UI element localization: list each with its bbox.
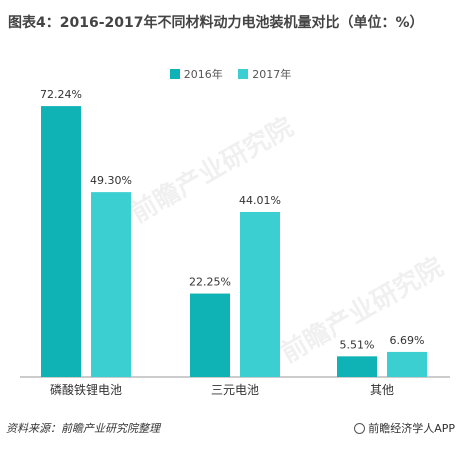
- source-text: 资料来源：前瞻产业研究院整理: [6, 422, 160, 435]
- legend-label-2016: 2016年: [183, 68, 223, 81]
- data-label: 44.01%: [239, 194, 281, 207]
- category-label: 其他: [370, 383, 394, 397]
- category-label: 磷酸铁锂电池: [50, 382, 122, 397]
- legend-label-2017: 2017年: [252, 68, 292, 81]
- bar-2016年-其他: [337, 356, 377, 377]
- legend-swatch-2017: [238, 69, 249, 79]
- brand-logo-icon: [354, 423, 366, 434]
- brand-text: 前瞻经济学人APP: [368, 422, 455, 435]
- footer: 资料来源：前瞻产业研究院整理 前瞻经济学人APP: [6, 420, 455, 436]
- legend: 2016年 2017年: [0, 66, 461, 82]
- legend-item-2016: 2016年: [169, 66, 223, 82]
- data-label: 49.30%: [90, 174, 132, 187]
- chart-title: 图表4：2016-2017年不同材料动力电池装机量对比（单位：%）: [8, 15, 424, 31]
- data-label: 22.25%: [189, 276, 231, 289]
- bar-2017年-其他: [387, 351, 427, 377]
- bar-2017年-磷酸铁锂电池: [91, 192, 131, 377]
- brand: 前瞻经济学人APP: [354, 420, 455, 436]
- category-label: 三元电池: [211, 383, 259, 397]
- data-label: 5.51%: [340, 338, 375, 351]
- data-label: 72.24%: [40, 88, 82, 101]
- legend-item-2017: 2017年: [238, 66, 291, 82]
- data-label: 6.69%: [390, 334, 425, 347]
- bar-2016年-磷酸铁锂电池: [41, 106, 81, 377]
- bar-2017年-三元电池: [240, 211, 280, 377]
- legend-swatch-2016: [169, 69, 180, 79]
- bar-2016年-三元电池: [190, 293, 230, 377]
